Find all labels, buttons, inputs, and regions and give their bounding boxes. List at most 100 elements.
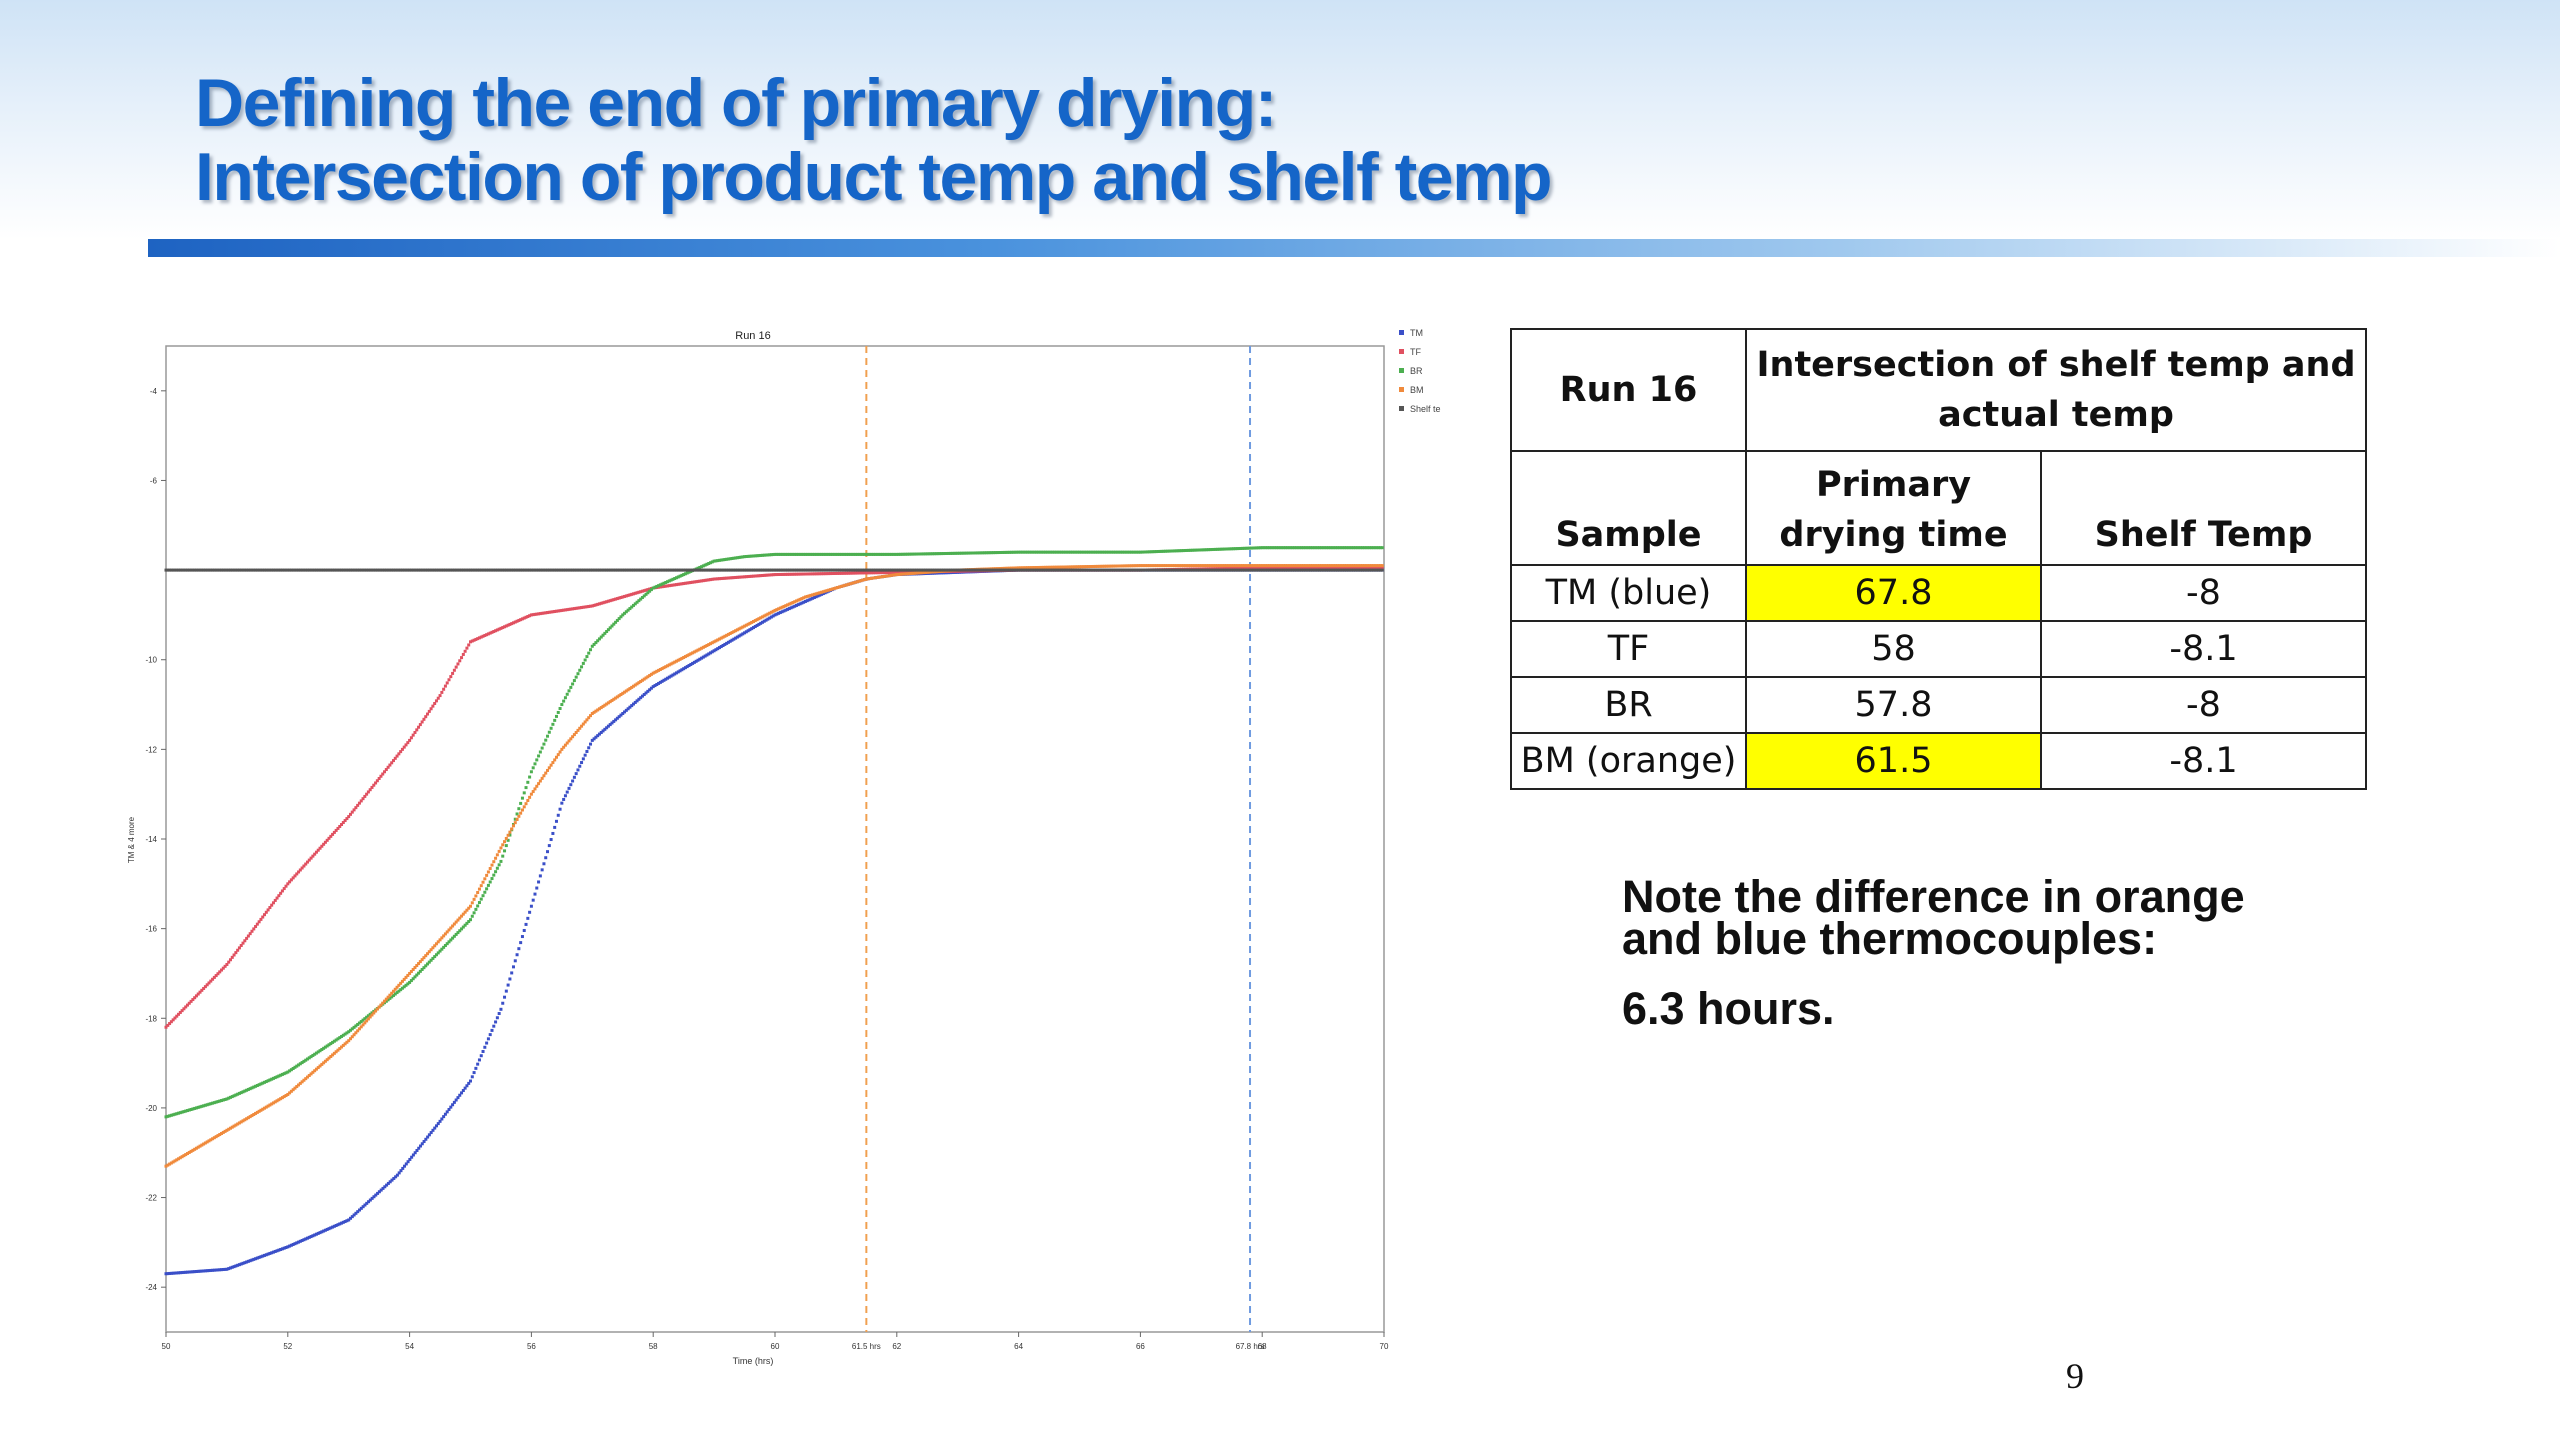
data-point — [481, 1049, 485, 1053]
data-point — [168, 568, 172, 572]
data-point — [773, 552, 777, 556]
data-point — [954, 551, 958, 555]
data-point — [1183, 568, 1187, 572]
data-point — [383, 568, 387, 572]
data-point — [517, 618, 521, 622]
data-point — [1187, 548, 1191, 552]
data-point — [1369, 568, 1373, 572]
data-point — [1378, 564, 1382, 568]
data-point — [304, 1077, 308, 1081]
data-point — [318, 846, 322, 850]
data-point — [685, 581, 689, 585]
data-point — [744, 623, 748, 627]
data-point — [1000, 568, 1004, 572]
data-point — [929, 568, 933, 572]
data-point — [992, 568, 996, 572]
data-point — [913, 571, 917, 575]
data-point — [445, 942, 449, 946]
data-point — [271, 901, 275, 905]
data-point — [685, 571, 689, 575]
data-point — [590, 604, 594, 608]
data-point — [228, 568, 232, 572]
data-point — [827, 568, 831, 572]
data-point — [818, 591, 822, 595]
data-point — [528, 775, 532, 779]
data-point — [544, 771, 548, 775]
data-point — [673, 583, 677, 587]
data-point — [1167, 568, 1171, 572]
data-point — [1264, 568, 1268, 572]
data-point — [365, 1201, 369, 1205]
data-point — [402, 985, 406, 989]
data-point — [961, 551, 965, 555]
data-point — [513, 568, 517, 572]
data-point — [345, 1040, 349, 1044]
data-point — [1000, 566, 1004, 570]
data-point — [191, 998, 195, 1002]
data-point — [816, 568, 820, 572]
data-point — [606, 568, 610, 572]
data-point — [280, 568, 284, 572]
data-point — [829, 572, 833, 576]
data-point — [581, 757, 585, 761]
data-point — [418, 568, 422, 572]
data-point — [771, 609, 775, 613]
data-point — [760, 553, 764, 557]
data-point — [658, 585, 662, 589]
data-point — [544, 738, 548, 742]
data-point — [744, 555, 748, 559]
data-point — [1180, 568, 1184, 572]
data-point — [1283, 566, 1287, 570]
data-point — [1362, 546, 1366, 550]
data-point — [615, 597, 619, 601]
data-point — [356, 1210, 360, 1214]
data-point — [469, 904, 472, 908]
data-point — [368, 788, 372, 792]
y-tick-label: -16 — [145, 925, 157, 934]
data-point — [843, 571, 847, 575]
data-point — [306, 1075, 310, 1079]
data-point — [1067, 565, 1071, 569]
data-point — [970, 568, 974, 572]
data-point — [1128, 564, 1132, 568]
data-point — [1307, 564, 1311, 568]
data-point — [1244, 564, 1248, 568]
data-point — [589, 648, 593, 652]
data-point — [850, 568, 854, 572]
data-point — [597, 732, 601, 736]
data-point — [929, 552, 933, 556]
data-point — [1301, 546, 1305, 550]
data-point — [182, 1110, 186, 1114]
data-point — [968, 568, 972, 572]
data-point — [1142, 568, 1146, 572]
data-point — [501, 1001, 505, 1005]
data-point — [1357, 568, 1361, 572]
data-point — [406, 568, 410, 572]
data-point — [728, 631, 732, 635]
data-point — [1052, 550, 1056, 554]
data-point — [393, 992, 397, 996]
data-point — [340, 1034, 344, 1038]
data-point — [404, 568, 408, 572]
data-point — [529, 904, 533, 908]
data-point — [768, 611, 772, 615]
data-point — [395, 985, 399, 989]
data-point — [320, 1062, 324, 1066]
data-point — [1283, 546, 1287, 550]
data-point — [834, 568, 838, 572]
data-point — [488, 568, 492, 572]
data-point — [1147, 564, 1151, 568]
data-point — [434, 953, 438, 957]
data-point — [1377, 546, 1381, 550]
data-point — [492, 873, 496, 877]
data-point — [289, 568, 293, 572]
data-point — [759, 574, 763, 578]
data-point — [655, 568, 659, 572]
data-point — [537, 782, 541, 786]
data-point — [906, 572, 910, 576]
data-point — [214, 1135, 218, 1139]
data-point — [644, 676, 648, 680]
data-point — [1219, 547, 1223, 551]
data-point — [1108, 550, 1112, 554]
data-point — [646, 588, 650, 592]
